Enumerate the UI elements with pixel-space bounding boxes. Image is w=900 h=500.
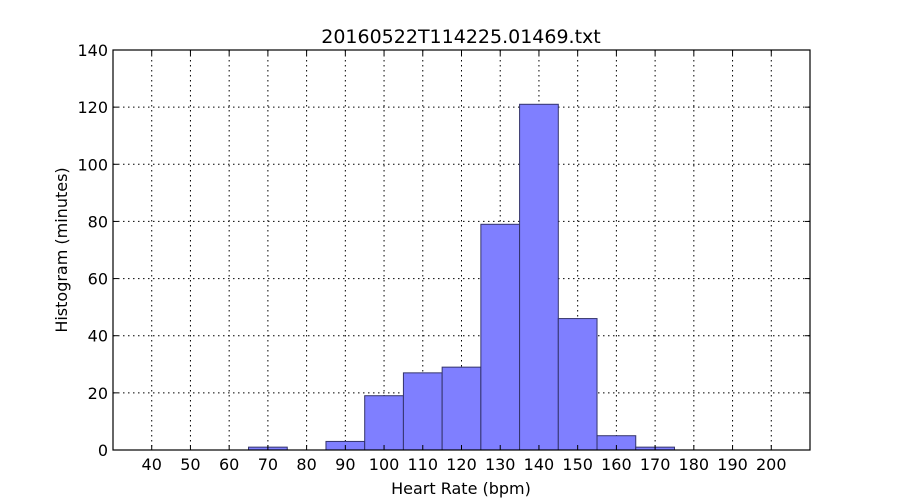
x-tick-label: 150 [562,455,593,474]
histogram-bar [557,318,598,451]
y-tick-label: 140 [77,41,108,60]
histogram-bar [480,223,521,451]
x-tick-label: 160 [601,455,632,474]
histogram-bar [441,366,482,451]
y-tick-label: 100 [77,155,108,174]
x-tick-label: 70 [258,455,278,474]
axis-ticks: 40 50 60 70 80 90 100 110 120 130 140 150 160 170 180 1… [77,41,810,474]
x-tick-label: 130 [485,455,516,474]
x-tick-label: 200 [756,455,787,474]
histogram-bar [364,395,404,451]
y-tick-label: 80 [88,212,108,231]
x-tick-label: 180 [679,455,710,474]
x-axis-label: Heart Rate (bpm) [391,479,531,498]
y-tick-label: 0 [98,441,108,460]
chart-title: 20160522T114225.01469.txt [321,26,601,48]
x-tick-label: 170 [640,455,671,474]
histogram-bar [402,372,443,451]
y-tick-label: 40 [88,327,108,346]
x-tick-label: 90 [335,455,355,474]
y-tick-label: 20 [88,384,108,403]
y-tick-label: 120 [77,98,108,117]
y-tick-label: 60 [88,270,108,289]
x-tick-label: 60 [219,455,239,474]
x-tick-label: 80 [296,455,316,474]
histogram-bar [519,103,559,451]
x-tick-label: 100 [369,455,400,474]
x-tick-label: 140 [524,455,555,474]
x-tick-label: 120 [446,455,477,474]
y-axis-label: Histogram (minutes) [52,167,71,332]
x-tick-label: 190 [717,455,748,474]
x-tick-label: 50 [180,455,200,474]
x-tick-label: 110 [408,455,439,474]
x-tick-label: 40 [142,455,162,474]
